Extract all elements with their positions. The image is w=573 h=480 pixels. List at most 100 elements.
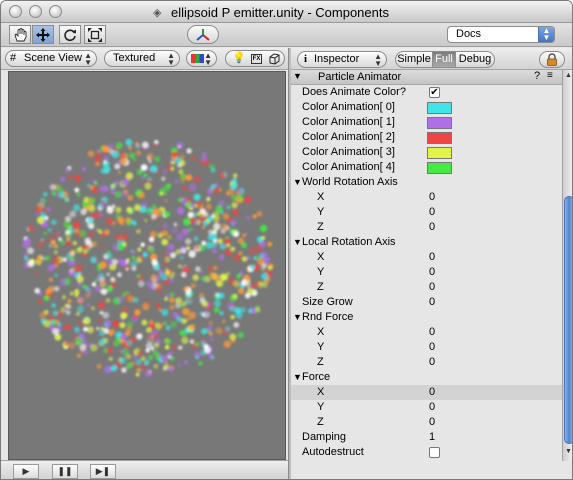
scale-tool-icon[interactable] <box>84 25 106 44</box>
foldout-open-icon[interactable]: ▼ <box>293 312 302 322</box>
layout-popup[interactable]: Docs ▲ ▼ <box>447 26 555 43</box>
particle <box>69 291 74 296</box>
zoom-window-button[interactable] <box>49 5 62 18</box>
hand-tool-icon[interactable] <box>9 25 31 44</box>
component-header[interactable]: ▼ Particle Animator ? ≡ <box>291 70 562 85</box>
property-value-field[interactable]: 0 <box>429 296 436 308</box>
particle <box>67 299 72 304</box>
popup-arrows-icon: ▲ ▼ <box>167 51 175 67</box>
property-value-field[interactable]: 0 <box>429 266 436 278</box>
particle <box>225 242 231 248</box>
particle <box>97 268 101 272</box>
property-value-field[interactable]: 0 <box>429 281 436 293</box>
particle <box>256 211 263 217</box>
property-value-field[interactable]: 0 <box>429 206 436 218</box>
mode-full-button[interactable]: Full <box>432 51 456 68</box>
rotate-tool-icon[interactable] <box>59 25 81 44</box>
particle <box>231 178 238 184</box>
color-field[interactable] <box>427 147 452 159</box>
mode-debug-button[interactable]: Debug <box>455 51 495 68</box>
property-value-field[interactable]: 0 <box>429 326 436 338</box>
color-swatch-popup[interactable]: ▲ ▼ <box>186 50 217 67</box>
property-value-field[interactable]: 0 <box>429 251 436 263</box>
particle <box>154 332 160 338</box>
property-value-field[interactable]: 0 <box>429 416 436 428</box>
scrollbar-thumb[interactable] <box>564 196 572 444</box>
property-value-field[interactable]: 0 <box>429 221 436 233</box>
particle <box>49 184 57 191</box>
color-field[interactable] <box>427 162 452 174</box>
cube-icon[interactable] <box>268 53 280 68</box>
help-icon[interactable]: ? <box>534 70 541 82</box>
particle <box>84 237 91 245</box>
foldout-open-icon[interactable]: ▼ <box>293 237 302 247</box>
particle <box>90 213 96 218</box>
property-value-field[interactable]: 0 <box>429 341 436 353</box>
foldout-open-icon[interactable]: ▼ <box>293 372 302 382</box>
particle <box>73 204 81 212</box>
particle <box>185 238 192 245</box>
property-row: Color Animation[ 2] <box>291 130 562 145</box>
particle <box>177 198 182 202</box>
light-bulb-icon[interactable]: 💡 <box>232 52 246 64</box>
particle <box>100 327 105 331</box>
property-value-field[interactable]: 0 <box>429 191 436 203</box>
particle <box>232 209 239 216</box>
color-field[interactable] <box>427 117 452 129</box>
move-tool-icon[interactable] <box>32 25 54 44</box>
scene-viewport[interactable] <box>8 71 286 460</box>
particle <box>137 367 141 372</box>
property-value-field[interactable]: 0 <box>429 401 436 413</box>
fx-icon[interactable]: FX <box>251 54 262 64</box>
property-row: ▼ World Rotation Axis <box>291 175 562 190</box>
particle <box>101 199 106 205</box>
checkbox-unchecked[interactable] <box>429 447 440 458</box>
particle <box>117 170 122 175</box>
title-bar: ◈ ellipsoid P emitter.unity - Components <box>1 1 572 23</box>
property-label: Does Animate Color? <box>302 86 406 98</box>
property-value-field[interactable]: 0 <box>429 356 436 368</box>
particle <box>201 300 208 307</box>
color-field[interactable] <box>427 102 452 114</box>
pause-icon[interactable]: ❚❚ <box>52 464 78 479</box>
pane-splitter[interactable] <box>288 48 291 479</box>
foldout-open-icon[interactable]: ▼ <box>293 177 302 187</box>
particle <box>162 261 168 267</box>
particle <box>106 252 113 259</box>
close-window-button[interactable] <box>9 5 22 18</box>
particle <box>133 315 138 319</box>
particle <box>121 306 129 314</box>
layers-icon[interactable] <box>187 25 219 44</box>
particle <box>72 241 77 246</box>
particle <box>184 360 189 365</box>
scroll-up-icon[interactable]: ▲ <box>565 72 572 79</box>
scroll-down-icon[interactable]: ▼ <box>565 448 572 455</box>
particle <box>118 297 124 303</box>
particle <box>136 274 141 278</box>
step-icon[interactable]: ▶❚ <box>90 464 116 479</box>
foldout-open-icon[interactable]: ▼ <box>293 71 302 81</box>
color-field[interactable] <box>427 132 452 144</box>
particle <box>125 172 134 180</box>
particle <box>58 237 62 241</box>
component-menu-icon[interactable]: ≡ <box>547 70 553 81</box>
mode-simple-button[interactable]: Simple <box>395 51 433 68</box>
property-value-field[interactable]: 0 <box>429 386 436 398</box>
particle <box>239 306 246 313</box>
particle <box>130 260 138 268</box>
play-icon[interactable]: ▶ <box>13 464 39 479</box>
lock-icon[interactable] <box>539 51 565 68</box>
particle <box>199 217 206 223</box>
particle <box>144 360 150 366</box>
render-mode-popup[interactable]: Textured ▲ ▼ <box>104 50 180 67</box>
scene-view-popup[interactable]: # Scene View ▲ ▼ <box>5 50 97 67</box>
property-label: Force <box>302 371 331 383</box>
inspector-scrollbar[interactable]: ▲ ▼ <box>562 70 572 461</box>
particle <box>208 353 214 359</box>
inspector-popup[interactable]: i Inspector ▲ ▼ <box>297 51 387 68</box>
minimize-window-button[interactable] <box>29 5 42 18</box>
particle <box>123 189 129 195</box>
property-value-field[interactable]: 1 <box>429 431 436 443</box>
checkbox-checked[interactable]: ✔ <box>429 87 440 98</box>
